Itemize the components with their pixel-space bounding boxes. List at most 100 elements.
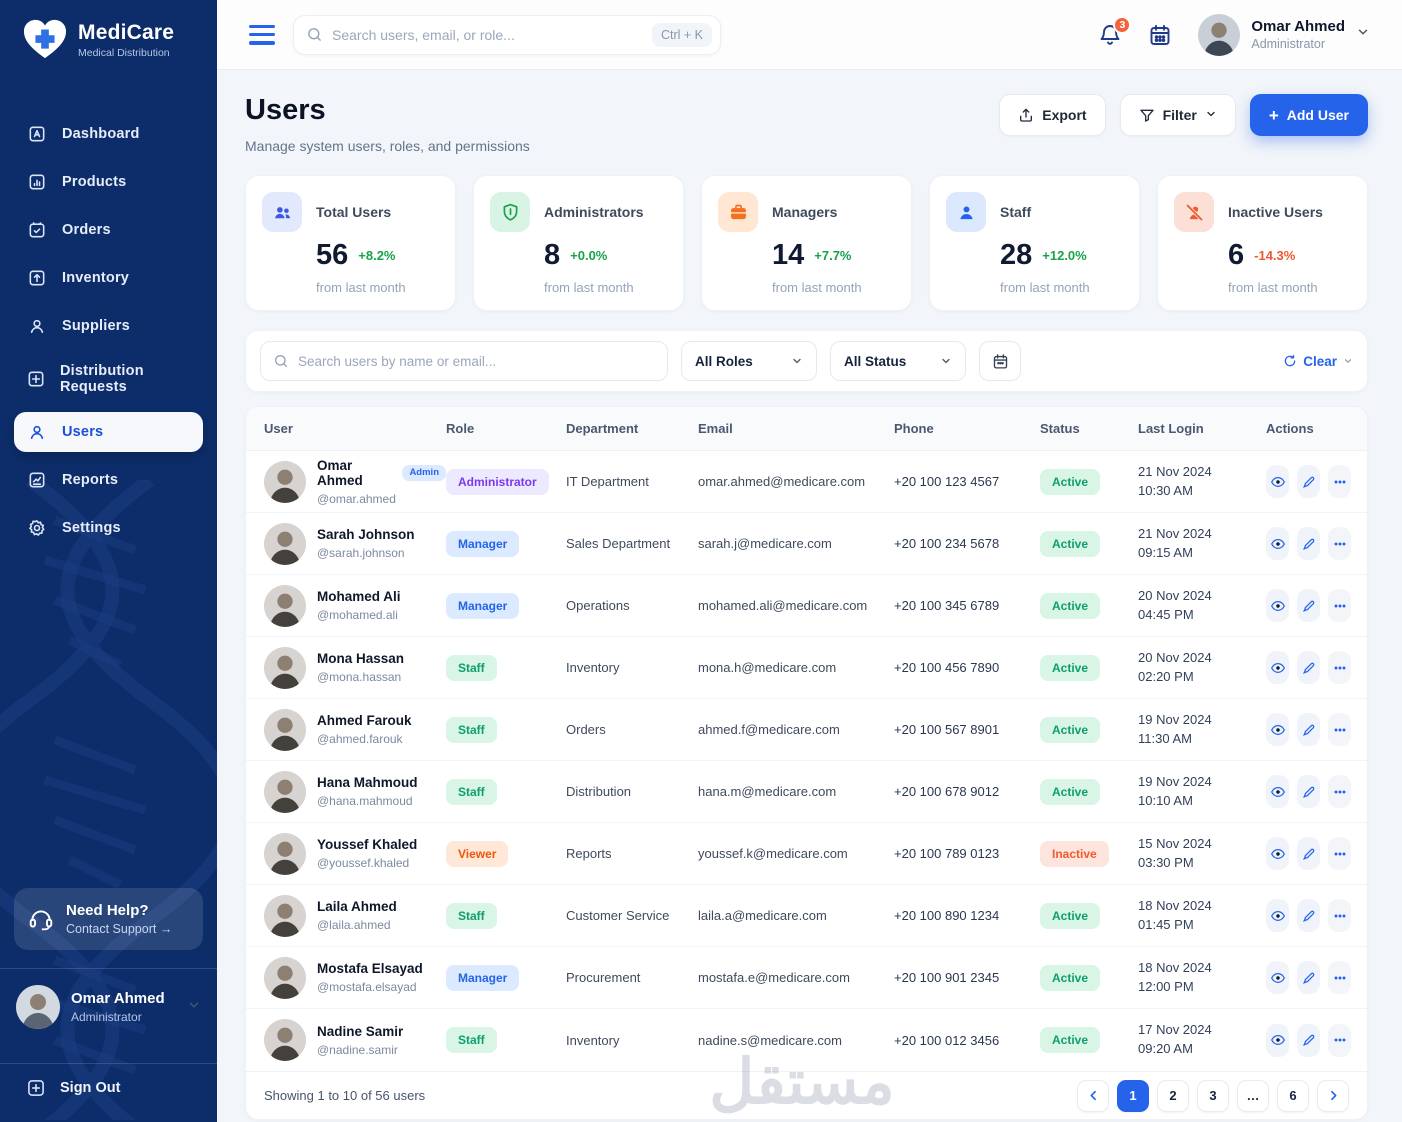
page-button-1[interactable]: 1 [1117, 1079, 1149, 1112]
filter-button[interactable]: Filter [1119, 94, 1236, 136]
roles-select[interactable]: All Roles [681, 341, 817, 381]
user-name: Nadine Samir [317, 1023, 404, 1039]
table-row: Mostafa Elsayad @mostafa.elsayad Manager… [246, 947, 1367, 1009]
search-icon [308, 28, 321, 41]
avatar [264, 956, 306, 999]
topbar-user-menu[interactable]: Omar Ahmed Administrator [1198, 13, 1370, 56]
user-handle: @mostafa.elsayad [317, 980, 417, 994]
sign-out-button[interactable]: Sign Out [0, 1064, 217, 1122]
help-box[interactable]: Need Help? Contact Support → [14, 888, 203, 950]
more-actions-button[interactable] [1328, 775, 1351, 808]
more-actions-button[interactable] [1328, 961, 1351, 994]
edit-button[interactable] [1297, 465, 1320, 498]
more-actions-button[interactable] [1328, 527, 1351, 560]
sidebar-item-reports[interactable]: Reports [14, 460, 203, 500]
profile-name: Omar Ahmed [71, 990, 165, 1007]
more-actions-button[interactable] [1328, 1023, 1351, 1057]
sidebar-item-suppliers[interactable]: Suppliers [14, 306, 203, 346]
actions-cell [1266, 775, 1351, 808]
view-button[interactable] [1266, 651, 1289, 684]
global-search-input[interactable] [332, 26, 643, 43]
stat-label: Managers [772, 204, 838, 220]
clear-label: Clear [1303, 353, 1337, 369]
email-cell: sarah.j@medicare.com [698, 536, 832, 551]
sidebar-item-orders[interactable]: Orders [14, 210, 203, 250]
view-button[interactable] [1266, 589, 1289, 622]
edit-button[interactable] [1297, 899, 1320, 932]
sidebar-item-label: Orders [62, 222, 111, 238]
role-badge: Staff [446, 716, 497, 743]
menu-icon[interactable] [249, 24, 275, 45]
pagination: 1 2 3… 6 [1077, 1079, 1349, 1112]
edit-button[interactable] [1297, 837, 1320, 870]
global-search: Ctrl + K [293, 14, 721, 55]
more-actions-button[interactable] [1328, 713, 1351, 746]
table-search-input[interactable] [298, 353, 655, 369]
edit-button[interactable] [1297, 589, 1320, 622]
user-handle: @ahmed.farouk [317, 732, 403, 746]
more-actions-button[interactable] [1328, 465, 1351, 498]
prev-page-button[interactable] [1077, 1079, 1109, 1112]
sidebar-item-distribution-requests[interactable]: Distribution Requests [14, 354, 203, 404]
stat-value: 6 [1228, 239, 1245, 271]
add-user-button[interactable]: + Add User [1249, 94, 1368, 136]
more-actions-button[interactable] [1328, 837, 1351, 870]
view-button[interactable] [1266, 837, 1289, 870]
edit-button[interactable] [1297, 1023, 1320, 1057]
edit-button[interactable] [1297, 713, 1320, 746]
table-row: Mona Hassan @mona.hassan Staff Inventory… [246, 637, 1367, 699]
next-page-button[interactable] [1317, 1079, 1349, 1112]
view-button[interactable] [1266, 775, 1289, 808]
view-button[interactable] [1266, 465, 1289, 498]
status-badge: Active [1040, 530, 1101, 557]
more-actions-button[interactable] [1328, 899, 1351, 932]
sidebar-nav: Dashboard Products Orders Inventory Supplier… [0, 70, 217, 548]
users-group-icon [262, 192, 302, 232]
add-user-label: Add User [1286, 107, 1349, 123]
user-name: Ahmed Farouk [317, 713, 412, 728]
view-button[interactable] [1266, 713, 1289, 746]
pencil-icon [1301, 784, 1317, 800]
edit-button[interactable] [1297, 775, 1320, 808]
user-name: Sarah Johnson [317, 527, 415, 542]
page-ellipsis-button[interactable]: … [1237, 1079, 1269, 1112]
view-button[interactable] [1266, 899, 1289, 932]
edit-button[interactable] [1297, 961, 1320, 994]
sidebar-item-users[interactable]: Users [14, 412, 203, 452]
sidebar-item-inventory[interactable]: Inventory [14, 258, 203, 298]
sidebar-item-dashboard[interactable]: Dashboard [14, 114, 203, 154]
calendar-button[interactable] [1148, 23, 1172, 47]
products-icon [26, 171, 48, 193]
view-button[interactable] [1266, 527, 1289, 560]
more-actions-button[interactable] [1328, 651, 1351, 684]
page-button-6[interactable]: 6 [1277, 1079, 1309, 1112]
email-cell: hana.m@medicare.com [698, 784, 837, 799]
page-button-3[interactable]: 3 [1197, 1079, 1229, 1112]
sidebar-item-products[interactable]: Products [14, 162, 203, 202]
user-handle: @sarah.johnson [317, 546, 405, 560]
role-badge: Staff [446, 902, 497, 929]
export-button[interactable]: Export [999, 94, 1106, 136]
page-button-2[interactable]: 2 [1157, 1079, 1189, 1112]
view-button[interactable] [1266, 1023, 1289, 1057]
stat-card-administrators: Administrators 8 +0.0% from last month [473, 175, 684, 311]
view-button[interactable] [1266, 961, 1289, 994]
ellipsis-icon [1332, 784, 1348, 800]
divider [0, 1063, 217, 1064]
avatar [264, 522, 306, 565]
brand-name: MediCare [78, 21, 175, 44]
more-actions-button[interactable] [1328, 589, 1351, 622]
date-filter-button[interactable] [979, 341, 1021, 381]
edit-button[interactable] [1297, 527, 1320, 560]
notifications-button[interactable]: 3 [1098, 15, 1132, 47]
department-cell: Sales Department [566, 536, 671, 551]
clear-filters-button[interactable]: Clear [1283, 354, 1353, 369]
sidebar-profile[interactable]: Omar Ahmed Administrator [0, 969, 217, 1045]
arrow-right-icon: → [159, 922, 173, 936]
sidebar-item-settings[interactable]: Settings [14, 508, 203, 548]
status-badge: Active [1040, 716, 1101, 743]
status-select[interactable]: All Status [830, 341, 966, 381]
edit-button[interactable] [1297, 651, 1320, 684]
role-badge: Staff [446, 778, 497, 805]
user-cell: Laila Ahmed @laila.ahmed [264, 894, 446, 937]
